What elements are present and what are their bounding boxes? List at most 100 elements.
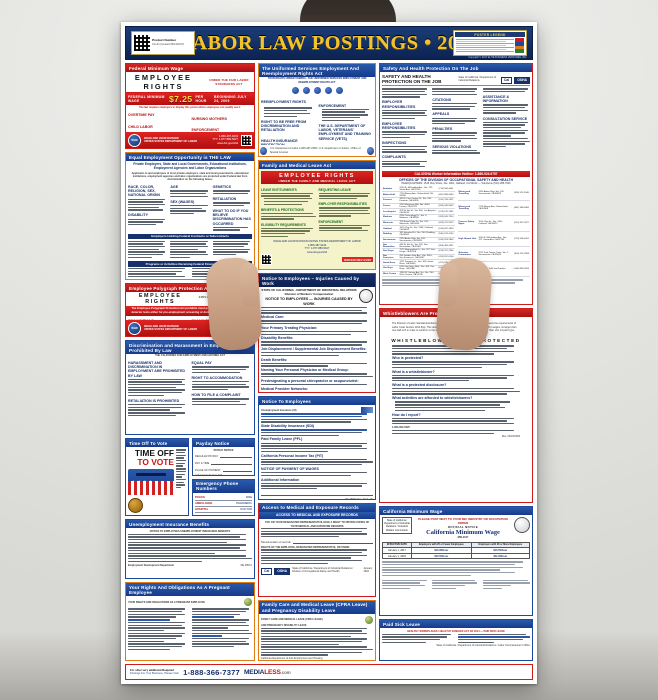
panel-body: SAFETY AND HEALTH PROTECTION ON THE JOB … [380,72,532,304]
subhead: HEALTH INSURANCE PROTECTION [261,138,298,145]
fmw-web: www.dol.gov/whd [217,141,238,145]
eeo-band-1: Employers Holding Federal Contracts or S… [128,233,252,240]
office-phone: (714) 558-4451 [512,231,530,247]
subhead: RIGHT TO BE FREE FROM DISCRIMINATION AND… [261,120,307,133]
office-phone: (510) 622-2877 [512,215,530,232]
amr-rights-head: RIGHTS OF THE EMPLOYEE, DESIGNATED REPRE… [261,545,350,549]
text-column: REQUESTING LEAVE EMPLOYER RESPONSIBILITI… [318,186,374,238]
office-phone: (916) 574-2993 [512,246,530,263]
subhead: LEAVE ENTITLEMENTS [261,187,297,192]
fmw-rights-header: EMPLOYEE RIGHTS UNDER THE FAIR LABOR STA… [126,72,254,94]
subhead: APPEALS [432,112,450,117]
subhead: Your Primary Treating Physician: [261,325,318,330]
office-address: 2550 Mariposa Mall, Rm. 4000, Fresno, CA… [398,203,438,210]
text-column [170,240,209,260]
panel-title: Paid Sick Leave [380,620,532,629]
office-address: 7718 Meany Ave., Bakersfield, CA 93308 [398,191,438,198]
cal-osha-badge: Cal OSHA [500,76,530,84]
text-column: EQUAL PAY RIGHT TO ACCOMMODATION HOW TO … [191,360,253,432]
subhead: THE U.S. DEPARTMENT OF LABOR, VETERANS' … [318,124,371,141]
cal-badge: Cal [261,567,273,575]
panel-title: Family and Medical Leave Act [259,161,375,170]
text-column [128,608,189,660]
subhead: GENETICS [212,185,232,190]
poster-column-middle: The Uniformed Services Employment And Re… [258,63,376,661]
panel-body: POLICE FIRE AMBULANCE PARAMEDIC HOSPITAL… [193,493,254,515]
subhead: RETALIATION [212,197,237,202]
hand-right [434,256,494,352]
subhead: What is a whistleblower? [392,369,435,374]
facebook-icon[interactable]: f [233,433,238,435]
poster-legend-box: POSTER LEGEND [453,30,527,56]
osha-offices-sub: HEADQUARTERS: 1515 Clay Street, Ste. 190… [401,182,511,186]
subhead: INSPECTIONS [382,140,407,145]
text-column: HARASSMENT AND DISCRIMINATION IN EMPLOYM… [128,360,189,432]
subhead: Medical Provider Networks: [261,386,309,391]
legend-text-lines [456,38,514,53]
payday-doc-head: PAYDAY NOTICE [213,449,234,453]
osha-badge: OSHA [274,567,291,575]
emergency-row: AMBULANCE PARAMEDIC [195,501,252,507]
fmla-content: EMPLOYEE RIGHTS UNDER THE FAMILY AND MED… [259,169,375,269]
subhead: Additional Information [261,477,300,482]
fmw-note: The law requires employers to display th… [139,106,241,110]
subhead: CITATIONS [432,97,452,102]
army-seal-icon [290,85,300,95]
subhead: NOTICE OF PAYMENT OF WAGES [261,466,319,471]
footer-phone-number[interactable]: 1-888-366-7377 [183,667,240,677]
poly-agency: WAGE AND HOUR DIVISION [144,324,179,328]
fmw-agency: WAGE AND HOUR DIVISION [144,136,179,140]
subhead: EQUAL PAY [191,361,212,366]
office-address: 320 W. 4th St., Ste. 850, Los Angeles, C… [398,208,438,215]
military-seal-row [259,84,375,96]
legend-title: POSTER LEGEND [455,32,525,37]
labor-law-poster: Product Number CA-A1 (revised 06/14/2017… [121,22,537,684]
ballot-box-icon: ★★★★ [128,469,174,496]
psl-agency: State of California / Department of Indu… [436,644,530,648]
fmw-wage-per: PER HOUR [195,95,207,104]
whistleblower-hotline: 1-800-952-5225 [392,426,410,430]
panel-payday-notice: Payday Notice PAYDAY NOTICE REGULAR PAYD… [192,438,255,476]
poster-column-right: Safety And Health Protection On The Job … [379,63,533,661]
office-city: Santa Rosa [382,259,399,267]
office-phone: (415) 557-0100 [437,254,455,261]
cfra-doc-head-1: FAMILY CARE AND MEDICAL LEAVE (CFRA LEAV… [261,618,323,622]
office-city: Oakland [382,225,399,232]
california-minimum-wage-table: EFFECTIVE DATE Employers with 25 or Fewer… [382,541,531,560]
panel-body: REEMPLOYMENT RIGHTS RIGHT TO BE FREE FRO… [259,96,375,145]
table-row: Sacramento 2424 Arden Way, Ste. 165, Sacr… [382,237,455,244]
table-row: San Bernardino 464 W. 4th St., Ste. 332, … [382,242,455,250]
state-seal-icon [514,517,530,534]
safety-doc-head: SAFETY AND HEALTH PROTECTION ON THE JOB [382,74,442,85]
qr-code-icon [134,35,150,51]
youtube-icon[interactable]: ▶ [246,433,251,435]
panel-safety-health-protection: Safety And Health Protection On The Job … [379,63,533,305]
subhead: EMPLOYEE RESPONSIBILITIES [382,121,416,131]
subhead: REQUESTING LEAVE [318,187,351,192]
injuries-doc-head-2: Division of Workers' Compensation [284,292,334,297]
amr-note: January 1993 [363,567,373,574]
subhead: California Personal Income Tax (PIT) [261,453,324,458]
subhead: Disability Benefits: [261,336,294,341]
subhead: Naming Your Personal Physician or Medica… [261,368,349,373]
uib-doc-head: NOTICE TO EMPLOYEES UNEMPLOYMENT INSURAN… [149,530,231,534]
thumb-left [239,262,261,308]
subhead: Death Benefits: [261,357,288,362]
office-address: 2424 Arden Way, Ste. 165, Sacramento, CA… [398,237,438,244]
panel-body: RACE, COLOR, RELIGION, SEX, NATIONAL ORI… [126,182,254,279]
subhead: EMPLOYER RESPONSIBILITIES [382,100,416,109]
panel-title: Your Rights And Obligations As A Pregnan… [126,583,254,597]
office-address: 1906 W. Garvey Ave. So., Ste. 200, West … [398,271,438,278]
twitter-icon[interactable]: t [239,433,245,435]
panel-body: PAYDAY NOTICE REGULAR PAYDAY DAY & TIME … [193,447,254,475]
office-city: Fremont [382,197,399,204]
office-city: Modesto [382,214,399,221]
dol-seal-icon: WHD [128,133,141,147]
office-address: 464 W. 4th St., Ste. 332, San Bernardino… [398,242,438,250]
office-phone: (661) 588-6400 [437,191,455,198]
office-city: Fresno [382,203,399,210]
poster-column-left: Federal Minimum Wage EMPLOYEE RIGHTS UND… [125,63,255,661]
coastguard-seal-icon [334,85,344,95]
office-phone: (510) 794-2521 [437,197,455,204]
hand-left [204,256,264,352]
